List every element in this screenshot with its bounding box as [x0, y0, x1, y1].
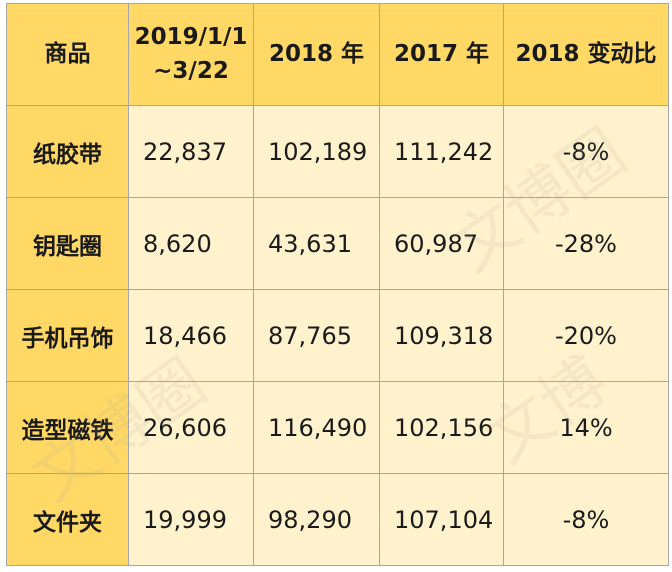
value-2019: 18,466 — [128, 289, 254, 382]
header-2019-period-label: 2019/1/1 ~3/22 — [134, 24, 248, 84]
table-row: 钥匙圈 8,620 43,631 60,987 -28% — [6, 197, 669, 290]
change-2018: -28% — [503, 197, 669, 290]
value-2019: 8,620 — [128, 197, 254, 290]
change-2018: -8% — [503, 473, 669, 566]
header-product: 商品 — [6, 3, 129, 106]
product-name: 造型磁铁 — [6, 381, 129, 474]
value-2017: 111,242 — [379, 105, 504, 198]
header-2017: 2017 年 — [379, 3, 504, 106]
header-2018-change: 2018 变动比 — [503, 3, 669, 106]
value-2017: 107,104 — [379, 473, 504, 566]
table-header-row: 商品 2019/1/1 ~3/22 2018 年 2017 年 2018 变动比 — [6, 3, 669, 106]
value-2017: 109,318 — [379, 289, 504, 382]
table-row: 造型磁铁 26,606 116,490 102,156 14% — [6, 381, 669, 474]
value-2019: 22,837 — [128, 105, 254, 198]
header-2019-period: 2019/1/1 ~3/22 — [128, 3, 254, 106]
header-2018: 2018 年 — [253, 3, 380, 106]
product-name: 文件夹 — [6, 473, 129, 566]
value-2018: 102,189 — [253, 105, 380, 198]
table-row: 纸胶带 22,837 102,189 111,242 -8% — [6, 105, 669, 198]
value-2019: 26,606 — [128, 381, 254, 474]
table-row: 文件夹 19,999 98,290 107,104 -8% — [6, 473, 669, 566]
value-2018: 98,290 — [253, 473, 380, 566]
change-2018: -8% — [503, 105, 669, 198]
value-2017: 102,156 — [379, 381, 504, 474]
sales-table: 商品 2019/1/1 ~3/22 2018 年 2017 年 2018 变动比… — [6, 3, 669, 566]
table-row: 手机吊饰 18,466 87,765 109,318 -20% — [6, 289, 669, 382]
product-name: 手机吊饰 — [6, 289, 129, 382]
value-2017: 60,987 — [379, 197, 504, 290]
product-name: 钥匙圈 — [6, 197, 129, 290]
value-2018: 43,631 — [253, 197, 380, 290]
change-2018: 14% — [503, 381, 669, 474]
product-name: 纸胶带 — [6, 105, 129, 198]
value-2018: 87,765 — [253, 289, 380, 382]
value-2019: 19,999 — [128, 473, 254, 566]
change-2018: -20% — [503, 289, 669, 382]
value-2018: 116,490 — [253, 381, 380, 474]
